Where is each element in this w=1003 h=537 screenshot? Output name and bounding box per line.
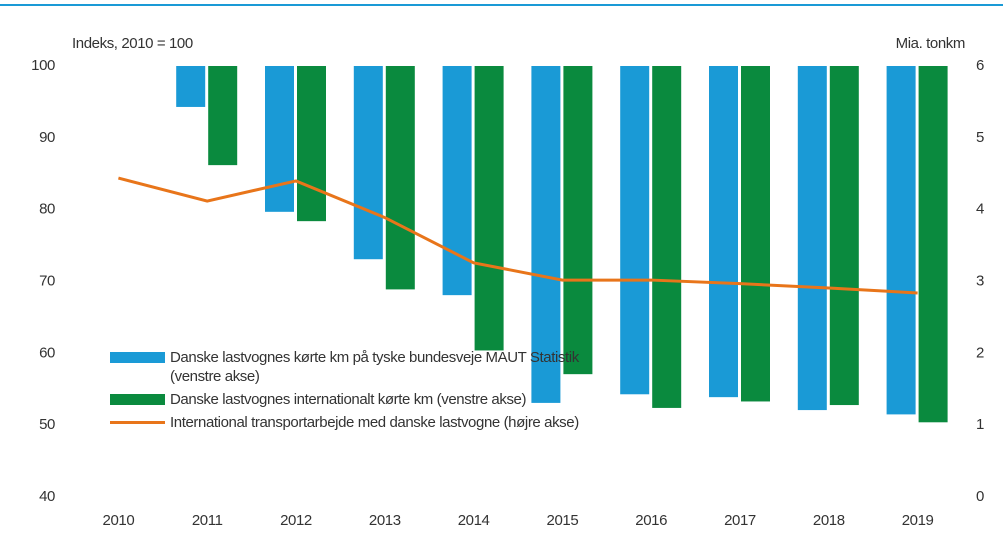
y2-tick-label: 3 xyxy=(976,272,984,289)
bar xyxy=(297,66,326,222)
x-tick-label: 2014 xyxy=(458,512,490,529)
legend-label: International transportarbejde med dansk… xyxy=(170,414,579,431)
bar xyxy=(385,66,415,290)
bar xyxy=(620,66,650,395)
y2-tick-label: 6 xyxy=(976,57,984,74)
bar xyxy=(474,66,504,351)
x-tick-label: 2010 xyxy=(103,512,135,529)
legend-entry: Danske lastvognes kørte km på tyske bund… xyxy=(110,348,580,386)
legend: Danske lastvognes kørte km på tyske bund… xyxy=(110,348,670,436)
legend-swatch xyxy=(110,352,165,363)
bar xyxy=(918,66,948,423)
bar xyxy=(709,66,738,398)
x-tick-label: 2017 xyxy=(724,512,756,529)
y-tick-label: 80 xyxy=(39,201,55,218)
y2-axis-label: Mia. tonkm xyxy=(896,35,965,52)
x-tick-label: 2012 xyxy=(280,512,312,529)
bar xyxy=(652,66,682,408)
y-tick-label: 90 xyxy=(39,129,55,146)
y2-tick-label: 4 xyxy=(976,201,984,218)
x-tick-label: 2016 xyxy=(635,512,667,529)
bar xyxy=(741,66,770,402)
line-series xyxy=(118,176,918,295)
bar xyxy=(442,66,472,296)
bar xyxy=(176,66,206,107)
y2-tick-label: 5 xyxy=(976,129,984,146)
y2-tick-label: 0 xyxy=(976,488,984,505)
bar xyxy=(265,66,294,212)
bar xyxy=(829,66,859,406)
bar xyxy=(886,66,916,415)
y-axis-label: Indeks, 2010 = 100 xyxy=(72,35,193,52)
y-tick-label: 100 xyxy=(31,57,55,74)
y2-tick-label: 2 xyxy=(976,344,984,361)
y-tick-label: 40 xyxy=(39,488,55,505)
x-tick-label: 2011 xyxy=(192,512,223,529)
legend-label: Danske lastvognes internationalt kørte k… xyxy=(170,391,527,408)
legend-label: Danske lastvognes kørte km på tyske bund… xyxy=(170,349,579,385)
x-tick-label: 2019 xyxy=(902,512,934,529)
x-tick-label: 2018 xyxy=(813,512,845,529)
x-tick-label: 2015 xyxy=(547,512,579,529)
legend-entry: Danske lastvognes internationalt kørte k… xyxy=(110,390,580,409)
x-tick-label: 2013 xyxy=(369,512,401,529)
legend-swatch xyxy=(110,394,165,405)
y-tick-label: 60 xyxy=(39,344,55,361)
legend-entry: International transportarbejde med dansk… xyxy=(110,413,690,432)
y-tick-label: 70 xyxy=(39,272,55,289)
y2-tick-label: 1 xyxy=(976,416,984,433)
legend-swatch xyxy=(110,421,165,424)
bar xyxy=(353,66,383,260)
bar xyxy=(531,66,561,403)
y-tick-label: 50 xyxy=(39,416,55,433)
bar xyxy=(208,66,238,166)
bar xyxy=(563,66,593,375)
bar xyxy=(797,66,827,411)
